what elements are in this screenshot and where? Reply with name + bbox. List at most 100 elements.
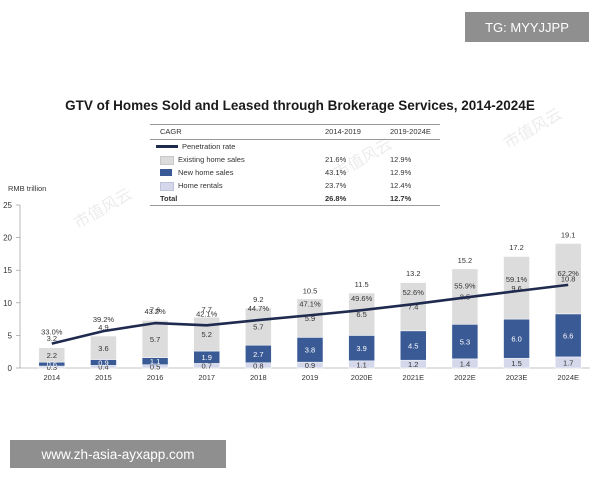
bar-value-label: 1.9 [202,353,212,362]
penetration-rate-label: 59.1% [506,275,528,284]
y-tick-label: 0 [8,364,13,373]
x-tick-label: 2014 [43,373,60,382]
legend-header-label: CAGR [160,127,182,136]
bar-total-label: 11.5 [355,280,369,289]
bar-segment [90,335,117,360]
bar-value-label: 0.7 [202,362,212,371]
x-tick-label: 2022E [454,373,476,382]
y-tick-label: 5 [8,331,13,340]
bar-total-label: 9.2 [253,295,263,304]
legend-cagr-1: 43.1% [325,168,347,177]
chart-title: GTV of Homes Sold and Leased through Bro… [65,98,535,113]
bar-segment [554,313,582,358]
bar-value-label: 4.5 [408,342,418,351]
bar-value-label: 6.6 [563,331,573,340]
bar-value-label: 3.9 [356,344,366,353]
bar-value-label: 10.8 [561,275,576,284]
y-tick-label: 25 [3,201,12,210]
bar-value-label: 2.7 [253,350,263,359]
bar-value-label: 0.9 [98,358,108,367]
penetration-rate-label: 44.7% [248,304,270,313]
y-tick-label: 20 [3,234,12,243]
y-tick-label: 15 [3,266,12,275]
bar-value-label: 0.9 [305,361,315,370]
bar-value-label: 0.6 [47,360,57,369]
bar-total-label: 3.2 [47,334,57,343]
bar-value-label: 0.5 [150,362,160,371]
bar-segment [554,243,582,315]
x-tick-label: 2017 [198,373,215,382]
legend-label: Home rentals [178,181,223,190]
bar-value-label: 1.4 [460,359,470,368]
bar-total-label: 10.5 [303,287,318,296]
legend-row-rentals: Home rentals 23.7% 12.4% [150,179,440,192]
bar-value-label: 0.4 [98,363,108,372]
legend-row-total: Total 26.8% 12.7% [150,192,440,206]
bar-segment [451,324,479,360]
legend-swatch-new [160,169,172,176]
legend-swatch-existing [160,156,174,165]
legend-total-cagr-1: 26.8% [325,194,347,203]
legend-penetration-label: Penetration rate [182,142,236,151]
bar-segment [348,335,375,362]
penetration-rate-label: 52.6% [403,288,425,297]
legend-total-cagr-2: 12.7% [390,194,412,203]
x-tick-label: 2016 [147,373,164,382]
bar-value-label: 5.9 [305,314,315,323]
bar-value-label: 3.6 [98,344,108,353]
bar-segment [38,347,66,363]
legend-cagr-2: 12.4% [390,181,412,190]
bar-segment [400,282,427,332]
legend-table: CAGR 2014-2019 2019-2024E Penetration ra… [150,124,440,206]
bar-value-label: 5.7 [150,335,160,344]
legend-label: New home sales [178,168,234,177]
bar-segment [245,307,272,346]
x-tick-label: 2020E [351,373,373,382]
footer-url-banner: www.zh-asia-ayxapp.com [10,440,226,468]
bar-value-label: 5.7 [253,323,263,332]
bar-value-label: 1.5 [511,359,521,368]
bar-segment [503,318,530,359]
bar-value-label: 2.2 [47,351,57,360]
bar-total-label: 19.1 [561,230,576,239]
x-tick-label: 2021E [402,373,424,382]
legend-cagr-2: 12.9% [390,168,412,177]
bar-total-label: 15.2 [458,256,473,265]
x-tick-label: 2015 [95,373,112,382]
legend-penetration: Penetration rate [150,140,440,153]
bar-value-label: 6.5 [356,310,366,319]
bar-segment [296,337,324,363]
legend-swatch-rentals [160,182,174,191]
bar-value-label: 9.6 [511,284,521,293]
legend-total-label: Total [160,194,178,203]
penetration-rate-label: 62.2% [558,269,580,278]
legend-line-swatch [156,145,178,148]
bar-segment [348,292,375,336]
y-tick-label: 10 [3,299,12,308]
x-tick-label: 2023E [506,373,528,382]
x-tick-label: 2024E [557,373,579,382]
legend-header-col1: 2014-2019 [325,127,361,136]
x-tick-label: 2018 [250,373,267,382]
legend-header: CAGR 2014-2019 2019-2024E [150,124,440,140]
bar-value-label: 0.8 [253,361,263,370]
penetration-rate-label: 55.9% [454,282,476,291]
bar-total-label: 13.2 [406,269,421,278]
bar-segment [193,316,220,352]
bar-total-label: 7.7 [202,305,212,314]
bar-total-label: 7.6 [150,305,160,314]
bar-value-label: 1.1 [150,357,160,366]
legend-label: Existing home sales [178,155,245,164]
bar-value-label: 3.8 [305,346,315,355]
bar-segment [503,256,530,320]
bar-value-label: 1.2 [408,360,418,369]
penetration-rate-label: 33.0% [41,328,63,337]
bar-value-label: 7.4 [408,303,418,312]
x-tick-label: 2019 [302,373,319,382]
bar-value-label: 1.1 [356,360,366,369]
bar-segment [141,320,169,358]
penetration-rate-label: 43.2% [144,307,166,316]
bar-value-label: 0.3 [47,363,57,372]
penetration-rate-label: 47.1% [299,299,321,308]
